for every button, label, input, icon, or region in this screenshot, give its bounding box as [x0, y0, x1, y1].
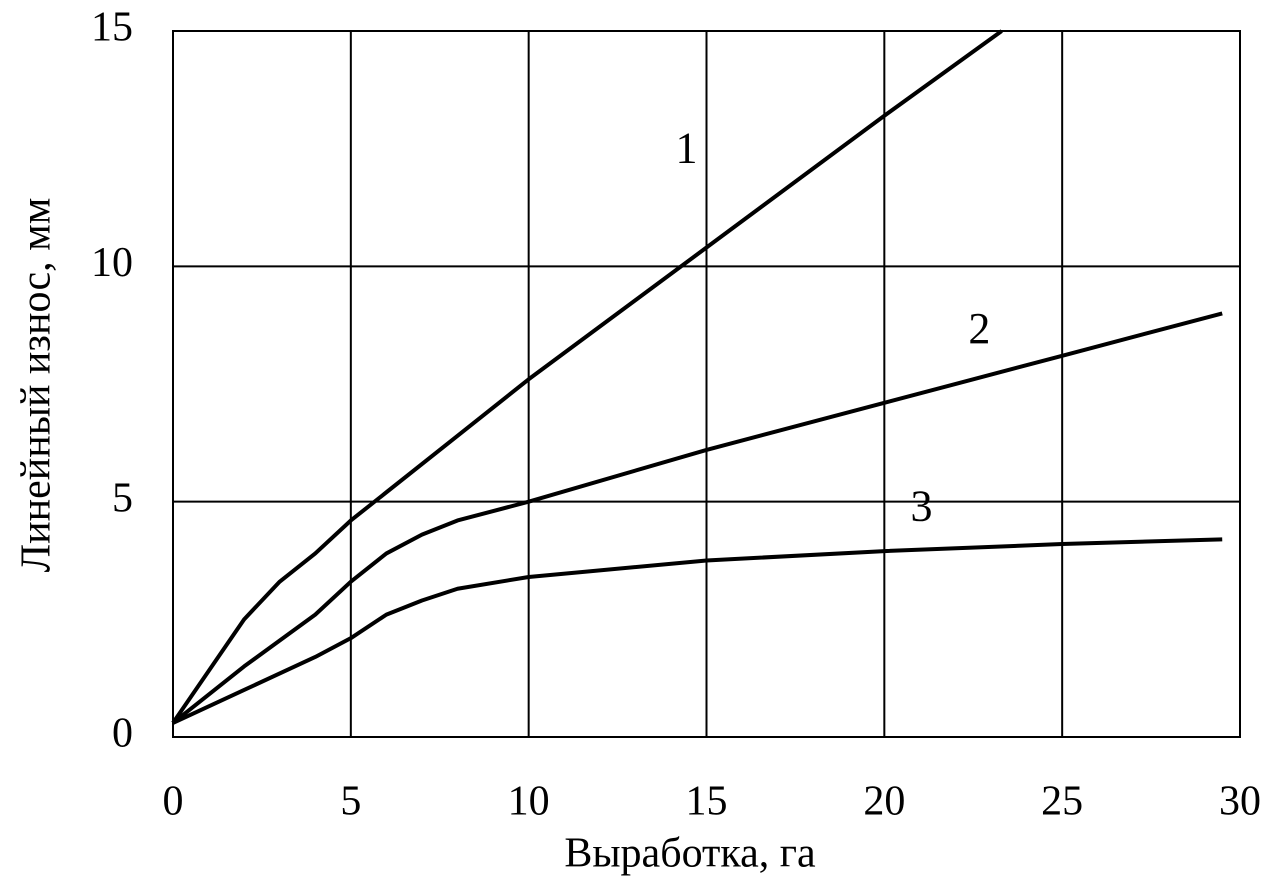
x-tick-label: 10: [508, 779, 550, 825]
series-line: [171, 29, 1003, 725]
curve-label: 2: [968, 304, 990, 353]
y-tick-label: 15: [91, 5, 133, 51]
x-tick-label: 25: [1041, 779, 1083, 825]
x-tick-label: 20: [863, 779, 905, 825]
y-tick-label: 10: [91, 240, 133, 286]
series-line: [171, 311, 1223, 725]
curve-label: 3: [911, 482, 933, 531]
x-tick-label: 15: [686, 779, 728, 825]
y-tick-label: 0: [112, 711, 133, 757]
x-tick-label: 0: [163, 779, 184, 825]
y-axis-title: Линейный износ, мм: [14, 198, 60, 573]
series-line: [172, 537, 1223, 725]
x-tick-label: 5: [340, 779, 361, 825]
x-axis-title: Выработка, га: [564, 831, 816, 877]
x-tick-label: 30: [1219, 779, 1261, 825]
curve-label: 1: [676, 124, 698, 173]
y-tick-label: 5: [112, 475, 133, 521]
